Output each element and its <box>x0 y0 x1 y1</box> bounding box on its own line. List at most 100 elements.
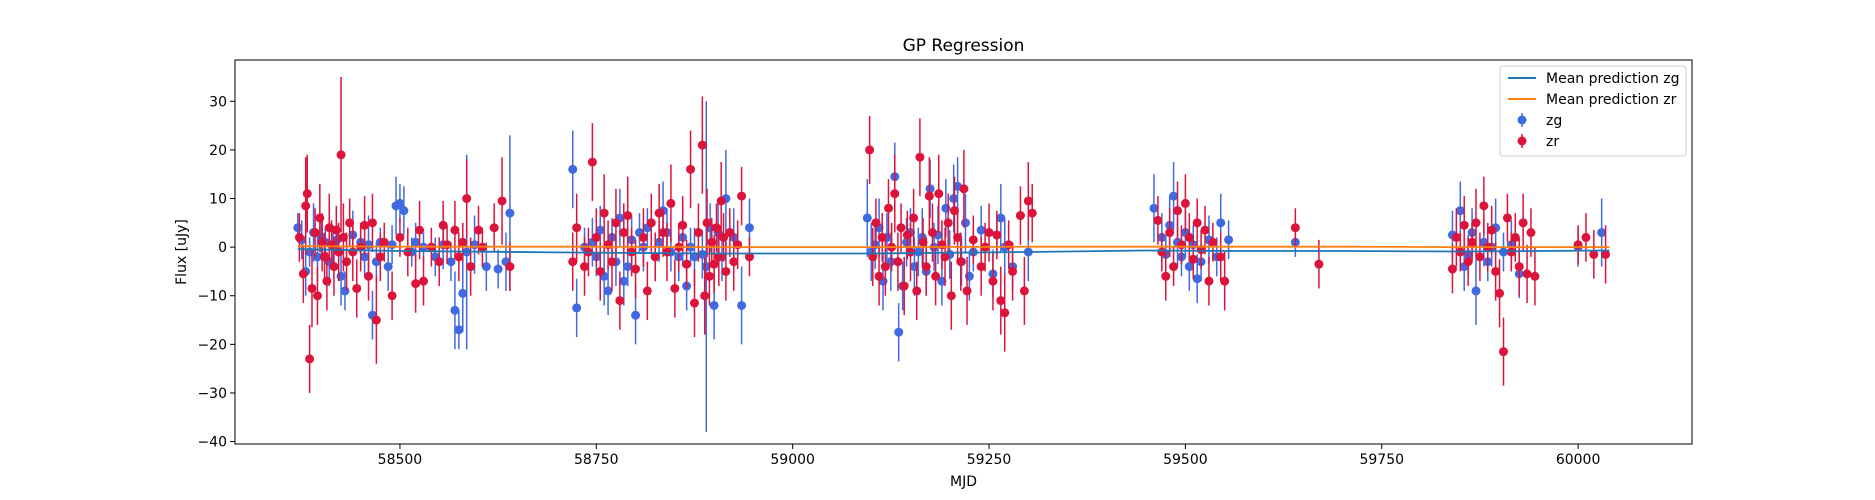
point-zr <box>721 266 731 276</box>
point-zr <box>599 208 609 218</box>
point-zr <box>568 257 578 267</box>
point-zg <box>737 300 747 310</box>
point-zr <box>700 291 710 301</box>
point-zr <box>686 164 696 174</box>
point-zr <box>899 281 909 291</box>
point-zr <box>1019 286 1029 296</box>
point-zr <box>442 240 452 250</box>
point-zr <box>327 240 337 250</box>
point-zr <box>1581 232 1591 242</box>
point-zr <box>1180 198 1190 208</box>
point-zg <box>454 325 464 335</box>
point-zr <box>1459 220 1469 230</box>
point-zr <box>1518 218 1528 228</box>
point-zr <box>623 211 633 221</box>
y-tick-label: 0 <box>218 240 227 256</box>
y-tick-label: −40 <box>197 435 227 451</box>
point-zg <box>446 257 456 267</box>
point-zr <box>890 189 900 199</box>
point-zr <box>1165 228 1175 238</box>
point-zr <box>1522 269 1532 279</box>
point-zr <box>1216 252 1226 262</box>
point-zr <box>336 150 346 160</box>
point-zg <box>450 305 460 315</box>
point-zr <box>1153 215 1163 225</box>
point-zg <box>493 264 503 274</box>
point-zr <box>988 276 998 286</box>
point-zg <box>336 271 346 281</box>
point-zg <box>1169 191 1179 201</box>
point-zr <box>1200 225 1210 235</box>
point-zr <box>591 232 601 242</box>
legend-label: Mean prediction zr <box>1546 92 1677 108</box>
point-zr <box>1491 266 1501 276</box>
point-zr <box>1479 201 1489 211</box>
point-zr <box>744 252 754 262</box>
point-zg <box>360 252 370 262</box>
point-zg <box>996 213 1006 223</box>
point-zg <box>1192 274 1202 284</box>
point-zr <box>1467 237 1477 247</box>
point-zr <box>1601 249 1611 259</box>
point-zr <box>1502 213 1512 223</box>
point-zr <box>704 271 714 281</box>
point-zr <box>883 203 893 213</box>
point-zr <box>1208 237 1218 247</box>
point-zr <box>693 228 703 238</box>
point-zr <box>1173 206 1183 216</box>
point-zg <box>293 223 303 233</box>
point-zr <box>868 252 878 262</box>
y-tick-label: 10 <box>209 192 227 208</box>
point-zg <box>505 208 515 218</box>
plot-frame <box>234 59 1693 445</box>
mean-prediction-line-zr <box>297 245 1610 249</box>
point-zr <box>489 223 499 233</box>
point-zr <box>896 223 906 233</box>
point-zr <box>716 196 726 206</box>
point-zg <box>383 262 393 272</box>
point-zr <box>702 218 712 228</box>
point-zr <box>611 218 621 228</box>
point-zr <box>984 228 994 238</box>
point-zr <box>1220 276 1230 286</box>
point-zr <box>312 291 322 301</box>
point-zr <box>1008 266 1018 276</box>
x-tick-label: 59500 <box>1163 452 1208 468</box>
point-zr <box>725 228 735 238</box>
point-zr <box>1176 240 1186 250</box>
point-zr <box>454 252 464 262</box>
point-zr <box>682 259 692 269</box>
point-zg <box>697 249 707 259</box>
point-zr <box>1314 259 1324 269</box>
point-zr <box>627 247 637 257</box>
point-zr <box>294 232 304 242</box>
point-zg <box>960 218 970 228</box>
point-zr <box>307 283 317 293</box>
point-zr <box>915 152 925 162</box>
y-tick-label: −10 <box>197 289 227 305</box>
point-zr <box>411 279 421 289</box>
point-zr <box>658 228 668 238</box>
point-zr <box>959 184 969 194</box>
y-tick-label: 20 <box>209 143 227 159</box>
x-tick-label: 58500 <box>378 452 423 468</box>
point-zr <box>603 240 613 250</box>
point-zr <box>352 283 362 293</box>
point-zr <box>666 198 676 208</box>
point-zr <box>646 218 656 228</box>
point-zr <box>505 262 515 272</box>
point-zg <box>470 240 480 250</box>
point-zr <box>912 286 922 296</box>
point-zr <box>302 189 312 199</box>
point-zr <box>1184 232 1194 242</box>
chart-title: GP Regression <box>903 36 1025 56</box>
point-zr <box>298 269 308 279</box>
point-zr <box>331 225 341 235</box>
point-zg <box>458 288 468 298</box>
point-zr <box>921 262 931 272</box>
x-tick-label: 59750 <box>1359 452 1404 468</box>
legend-box <box>1499 65 1687 157</box>
legend-item: Mean prediction zr <box>1508 92 1677 108</box>
point-zr <box>962 286 972 296</box>
mean-prediction-line-zg <box>297 248 1610 255</box>
